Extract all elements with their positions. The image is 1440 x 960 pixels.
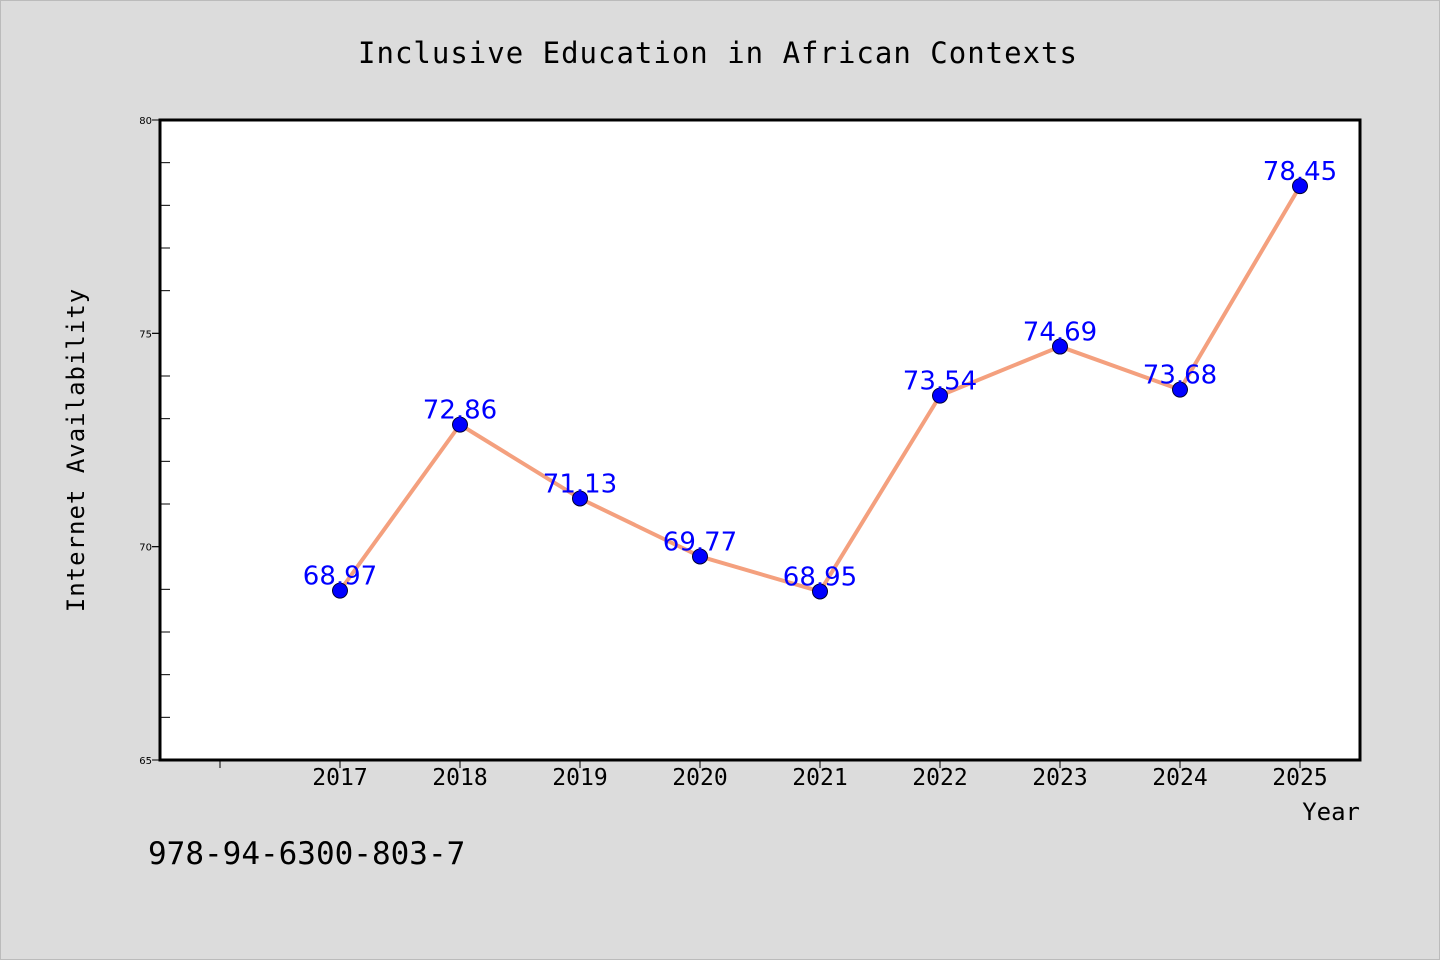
data-labels: 68.97 72.86 71.13 69.77 68.95 73.54 74.69 73.68… [303,157,1337,592]
data-label: 72.86 [423,396,497,426]
data-label: 73.68 [1143,361,1217,391]
data-label: 73.54 [903,367,977,397]
plot-frame [158,118,1362,762]
data-point [452,416,468,433]
x-tick-label: 2025 [1272,765,1327,791]
chart-title: Inclusive Education in African Contexts [358,36,1078,70]
x-tick-label: 2022 [912,765,967,791]
data-point [692,548,708,565]
series-markers [332,178,1308,600]
y-tick-label: 75 [139,329,152,340]
x-tick-label: 2024 [1152,765,1207,791]
data-point [572,490,588,507]
data-label: 69.77 [663,527,737,557]
y-tick-label: 70 [139,543,152,554]
data-point [1052,338,1068,355]
data-label: 78.45 [1263,157,1337,187]
y-tick-label: 65 [139,756,152,767]
y-tick-label: 80 [139,116,152,127]
y-axis: 65 70 75 80 [139,116,170,767]
y-axis-label: Internet Availability [62,288,90,612]
data-point [1292,178,1308,195]
data-point [812,583,828,600]
x-tick-label: 2020 [672,765,727,791]
x-axis: 2017 2018 2019 2020 2021 2022 2023 2024 2025 [219,760,1328,791]
data-point [1172,381,1188,398]
data-label: 68.95 [783,562,857,592]
plot-area [160,120,1360,760]
data-point [932,387,948,404]
isbn-annotation: 978-94-6300-803-7 [148,836,465,872]
x-tick-label: 2021 [792,765,847,791]
data-label: 68.97 [303,562,377,592]
x-tick-label: 2018 [432,765,487,791]
x-tick-label: 2023 [1032,765,1087,791]
x-axis-label: Year [1302,798,1360,826]
x-tick-label: 2019 [552,765,607,791]
x-tick-label: 2017 [312,765,367,791]
data-label: 74.69 [1023,318,1097,348]
data-label: 71.13 [543,469,617,499]
data-point [332,582,348,599]
